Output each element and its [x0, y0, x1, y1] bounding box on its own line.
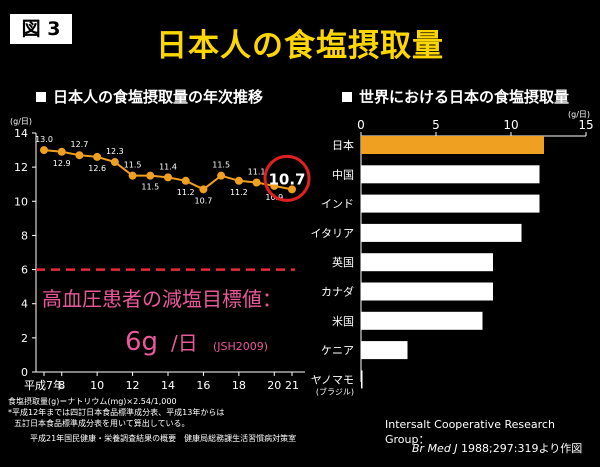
x-tick-label: 10: [90, 379, 104, 392]
category-label: イタリア: [310, 227, 354, 240]
bar: [361, 311, 483, 330]
line-chart-heading: 日本人の食塩摂取量の年次推移: [36, 86, 263, 107]
category-label: ヤノマモ: [311, 373, 354, 386]
x-tick-label: 18: [232, 379, 246, 392]
square-bullet-icon: [36, 92, 46, 102]
bar-source-line1: Intersalt Cooperative Research Group：: [385, 418, 555, 446]
data-label: 11.2: [177, 188, 195, 197]
annotation-value: 6g: [125, 327, 158, 357]
y-tick-label: 8: [21, 229, 28, 242]
x-tick-label: 8: [58, 379, 65, 392]
x-tick-label: 20: [267, 379, 281, 392]
x-tick-label: 0: [357, 118, 365, 132]
highlight-circle: [263, 154, 311, 202]
bar: [361, 223, 522, 242]
data-point: [110, 158, 119, 167]
note-source: 平成21年国民健康・栄養調査結果の概要 健康局総務課生活習慣病対策室: [30, 434, 297, 443]
data-label: 11.2: [230, 188, 248, 197]
y-tick-label: 4: [21, 298, 28, 311]
bar: [361, 282, 493, 301]
data-point: [146, 171, 155, 180]
annotation-unit: /日: [171, 331, 198, 355]
bar-chart: (g/日) 0 5 10 15 日本中国インドイタリア英国カナダ米国ケニアヤノマモ(ブラジ…: [310, 110, 593, 396]
x-tick-label: 平成7年: [24, 378, 64, 392]
data-label: 12.7: [71, 140, 89, 149]
bar-chart-title: 世界における日本の食塩摂取量: [359, 88, 570, 106]
data-label: 10.7: [195, 196, 213, 205]
data-label: 11.1: [248, 168, 266, 177]
annotation-source: (JSH2009): [213, 340, 268, 353]
x-tick-label: 16: [196, 379, 210, 392]
category-label: インド: [321, 198, 354, 211]
page-title: 日本人の食塩摂取量: [156, 28, 444, 64]
highlight-value: 10.7: [268, 170, 305, 188]
square-bullet-icon: [342, 92, 352, 102]
category-label: ケニア: [321, 344, 354, 357]
annotation-text: 高血圧患者の減塩目標値：: [42, 287, 282, 311]
line-chart-title: 日本人の食塩摂取量の年次推移: [53, 88, 264, 106]
y-tick-label: 6: [21, 264, 28, 277]
figure-label: 図 3: [10, 14, 72, 44]
data-point: [288, 185, 296, 194]
data-point: [199, 185, 208, 194]
data-label: 13.0: [35, 135, 53, 144]
data-point: [57, 147, 66, 156]
bar: [361, 370, 363, 389]
category-note: (ブラジル): [316, 386, 354, 396]
y-axis-label: (g/日): [10, 117, 32, 126]
note-method-2: 五訂日本食品標準成分表を用いて算出している。: [14, 419, 190, 428]
x-tick-label: 14: [161, 379, 175, 392]
data-label: 11.4: [159, 162, 177, 171]
data-label: 12.9: [53, 159, 71, 168]
y-tick-label: 14: [14, 127, 28, 140]
category-label: 英国: [332, 255, 354, 269]
data-label: 11.5: [141, 183, 159, 192]
x-tick-label: 12: [126, 379, 140, 392]
x-tick-label: 10: [503, 118, 518, 132]
x-axis-label: (g/日): [568, 110, 590, 119]
bar-chart-heading: 世界における日本の食塩摂取量: [342, 86, 569, 107]
data-point: [40, 146, 48, 155]
data-label: 12.6: [88, 164, 106, 173]
y-tick-label: 12: [14, 161, 28, 174]
note-formula: 食塩摂取量(g)＝ナトリウム(mg)×2.54/1,000: [8, 397, 177, 406]
y-tick-label: 10: [14, 195, 28, 208]
category-label: カナダ: [321, 285, 354, 299]
category-label: 日本: [332, 138, 354, 152]
data-label: 11.5: [212, 161, 230, 170]
x-tick-label: 21: [285, 379, 299, 392]
citation: 1988;297:319より作図: [457, 442, 583, 455]
bar: [361, 253, 493, 272]
bar: [361, 194, 540, 213]
bar: [361, 165, 540, 184]
x-tick-label: 15: [578, 118, 593, 132]
data-label: 11.5: [124, 161, 142, 170]
data-label: 12.3: [106, 147, 124, 156]
data-point: [128, 171, 137, 180]
data-point: [93, 152, 102, 161]
note-method-1: *平成12年までは四訂日本食品標準成分表、平成13年からは: [8, 408, 225, 417]
category-label: 中国: [332, 168, 354, 181]
y-tick-label: 0: [21, 366, 28, 379]
x-tick-label: 5: [432, 118, 440, 132]
bar: [361, 136, 544, 154]
bar: [361, 341, 408, 360]
data-point: [252, 178, 261, 187]
data-point: [164, 173, 172, 182]
data-point: [217, 171, 226, 180]
data-point: [270, 181, 279, 190]
journal-name: Br Med J: [412, 442, 458, 455]
category-label: 米国: [332, 315, 354, 328]
data-point: [75, 151, 84, 160]
data-point: [234, 176, 243, 185]
data-point: [181, 176, 190, 185]
y-tick-label: 2: [21, 332, 28, 345]
bar-source-line2: Br Med J 1988;297:319より作図: [412, 440, 582, 456]
